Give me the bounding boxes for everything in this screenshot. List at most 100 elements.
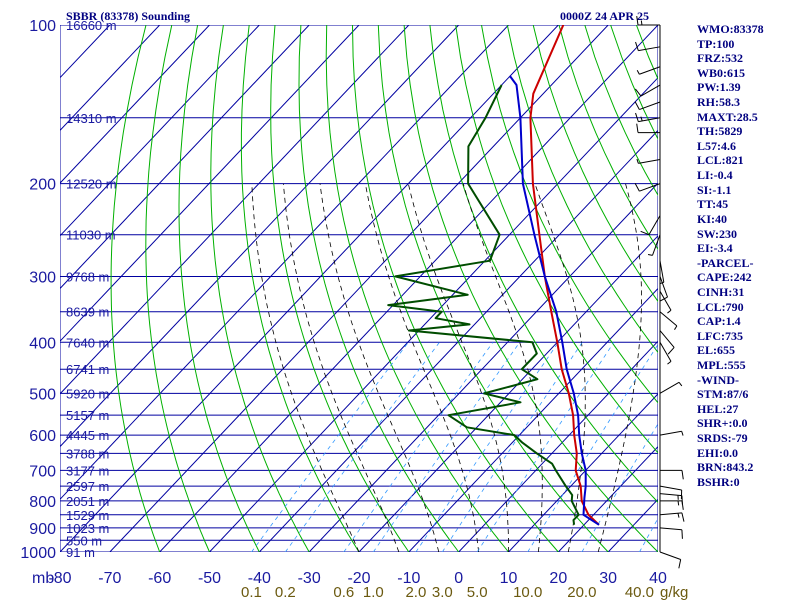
index-item: LI:-0.4	[697, 168, 733, 183]
index-item: WMO:83378	[697, 22, 764, 36]
index-item: FRZ:532	[697, 51, 743, 66]
moist-adiabat	[407, 183, 509, 552]
wind-barb-feather	[640, 116, 643, 122]
wind-barb-feather	[681, 431, 684, 436]
index-item: SI:-1.1	[697, 182, 732, 197]
mixing-ratio-line	[581, 423, 658, 552]
mixing-ratio-label: 0.6	[333, 584, 354, 600]
pressure-tick-label: 500	[29, 386, 56, 403]
wind-barb-feather	[636, 70, 640, 75]
dewpoint-trace	[387, 84, 580, 525]
dry-adiabat	[455, 25, 658, 454]
isotherm-line	[308, 182, 658, 552]
mixing-ratio-line	[343, 342, 494, 552]
index-item: STM:87/6	[697, 387, 749, 402]
temperature-trace	[529, 25, 600, 526]
temperature-tick-label: 0	[454, 570, 463, 587]
pressure-tick-label: 700	[29, 463, 56, 480]
mixing-ratio-unit-label: g/kg	[660, 584, 688, 600]
wind-barb	[659, 311, 678, 327]
wind-barb	[659, 276, 668, 298]
temperature-tick-label: -10	[397, 570, 420, 587]
parcel-trace	[509, 75, 600, 526]
temperature-tick-label: -60	[148, 570, 171, 587]
dry-adiabat	[429, 25, 658, 504]
moist-adiabat	[319, 183, 440, 552]
isotherm-line	[458, 340, 658, 552]
index-item: MPL:555	[697, 358, 746, 373]
temperature-tick-label: -70	[98, 570, 121, 587]
wind-barb-feather	[678, 382, 683, 387]
wind-barb	[659, 493, 682, 497]
isotherm-line	[508, 393, 658, 552]
wind-barb-feather	[678, 559, 682, 569]
index-item: EI:-3.4	[697, 241, 733, 256]
wind-barb	[639, 183, 661, 192]
dry-adiabat	[325, 25, 509, 552]
pressure-tick-label: 1000	[20, 545, 56, 562]
height-label: 9768 m	[66, 269, 109, 284]
wind-barb-feather	[634, 101, 640, 110]
height-label: 12520 m	[66, 177, 117, 192]
height-label: 91 m	[66, 545, 95, 560]
wind-barb-feather	[647, 253, 653, 256]
temperature-tick-label: 30	[599, 570, 617, 587]
pressure-tick-label: 800	[29, 494, 56, 511]
wind-barb	[659, 342, 672, 362]
height-label: 8639 m	[66, 305, 109, 320]
index-item: SW:230	[697, 226, 738, 241]
chart-datetime: 0000Z 24 APR 25	[560, 9, 649, 23]
temperature-tick-label: -80	[48, 570, 71, 587]
index-item: EHI:0.0	[697, 445, 739, 460]
mixing-ratio-label: 2.0	[405, 584, 426, 600]
height-label: 14310 m	[66, 111, 117, 126]
wind-barb-feather	[640, 20, 643, 26]
mixing-ratio-label: 0.2	[275, 584, 296, 600]
index-item: -WIND-	[697, 372, 739, 387]
chart-title: SBBR (83378) Sounding	[66, 9, 190, 23]
wind-barb-feather	[636, 158, 639, 164]
mixing-ratio-label: 40.0	[625, 584, 654, 600]
index-item: TH:5829	[697, 124, 743, 139]
moist-adiabat	[597, 183, 642, 552]
isotherm-line	[358, 235, 658, 552]
index-item: SRDS:-79	[697, 431, 748, 446]
moist-adiabat	[251, 183, 360, 552]
height-label: 3177 m	[66, 463, 109, 478]
height-label: 3788 m	[66, 446, 109, 461]
pressure-unit-label: mb	[32, 570, 54, 587]
wind-barb-feather	[681, 512, 685, 522]
mixing-ratio-label: 3.0	[432, 584, 453, 600]
pressure-tick-label: 900	[29, 521, 56, 538]
height-label: 1529 m	[66, 508, 109, 523]
dry-adiabat	[403, 25, 658, 552]
wind-barb-feather	[674, 325, 678, 330]
wind-barb	[659, 260, 665, 283]
isotherm-line	[159, 25, 658, 552]
mixing-ratio-label: 10.0	[513, 584, 542, 600]
index-item: MAXT:28.5	[697, 109, 758, 124]
index-item: CINH:31	[697, 284, 745, 299]
mixing-ratio-line	[441, 342, 583, 552]
temperature-tick-label: -30	[298, 570, 321, 587]
height-label: 2051 m	[66, 494, 109, 509]
mixing-ratio-line	[415, 342, 559, 552]
mixing-ratio-label: 1.0	[363, 584, 384, 600]
temperature-tick-label: -40	[248, 570, 271, 587]
wind-barb	[659, 290, 672, 311]
height-label: 7640 m	[66, 335, 109, 350]
mixing-ratio-line	[527, 343, 658, 552]
index-item: L57:4.6	[697, 138, 736, 153]
dry-adiabat	[532, 25, 658, 303]
isotherm-line	[60, 25, 410, 395]
dry-adiabat	[145, 25, 210, 552]
index-item: CAP:1.4	[697, 314, 741, 329]
index-item: WB0:615	[697, 65, 745, 80]
index-item: EL:655	[697, 343, 736, 358]
dry-adiabat	[240, 25, 360, 552]
isotherm-line	[60, 25, 260, 237]
index-item: HEL:27	[697, 401, 739, 416]
pressure-tick-label: 300	[29, 269, 56, 286]
wind-barb-feather	[659, 281, 664, 285]
wind-barb	[639, 101, 661, 111]
